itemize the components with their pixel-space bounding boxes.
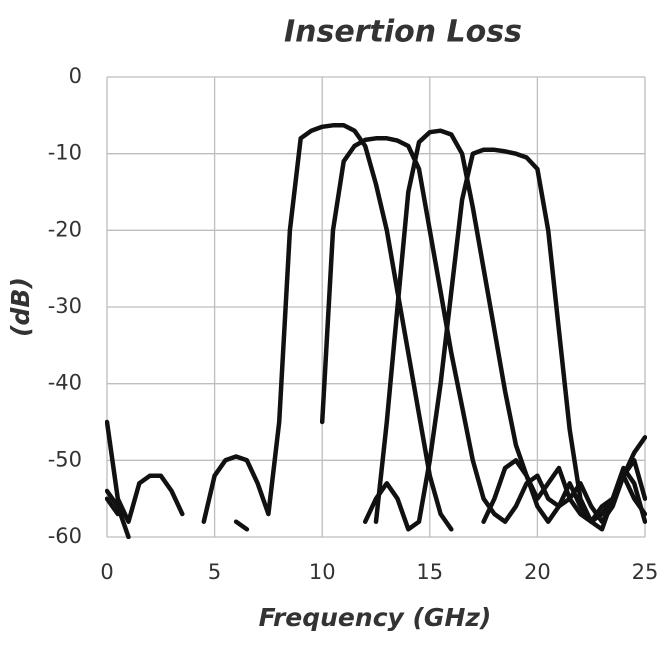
chart-title: Insertion Loss bbox=[284, 15, 522, 50]
y-tick-label: -30 bbox=[48, 294, 82, 318]
y-tick-label: 0 bbox=[69, 64, 82, 88]
x-tick-label: 25 bbox=[632, 560, 659, 584]
y-tick-label: -20 bbox=[48, 217, 82, 241]
x-tick-label: 15 bbox=[416, 560, 443, 584]
x-tick-label: 10 bbox=[309, 560, 336, 584]
x-tick-label: 0 bbox=[100, 560, 113, 584]
y-tick-label: -40 bbox=[48, 371, 82, 395]
series-line bbox=[105, 123, 647, 532]
series-line bbox=[105, 136, 647, 539]
grid bbox=[106, 76, 646, 538]
y-tick-label: -60 bbox=[48, 524, 82, 548]
series-line bbox=[362, 147, 647, 532]
y-tick-label: -10 bbox=[48, 141, 82, 165]
plot-area bbox=[105, 123, 647, 539]
series-line bbox=[105, 128, 647, 532]
y-tick-label: -50 bbox=[48, 447, 82, 471]
x-tick-label: 5 bbox=[208, 560, 221, 584]
x-axis-title: Frequency (GHz) bbox=[259, 603, 492, 632]
y-axis-title: (dB) bbox=[6, 277, 35, 337]
x-tick-label: 20 bbox=[524, 560, 551, 584]
